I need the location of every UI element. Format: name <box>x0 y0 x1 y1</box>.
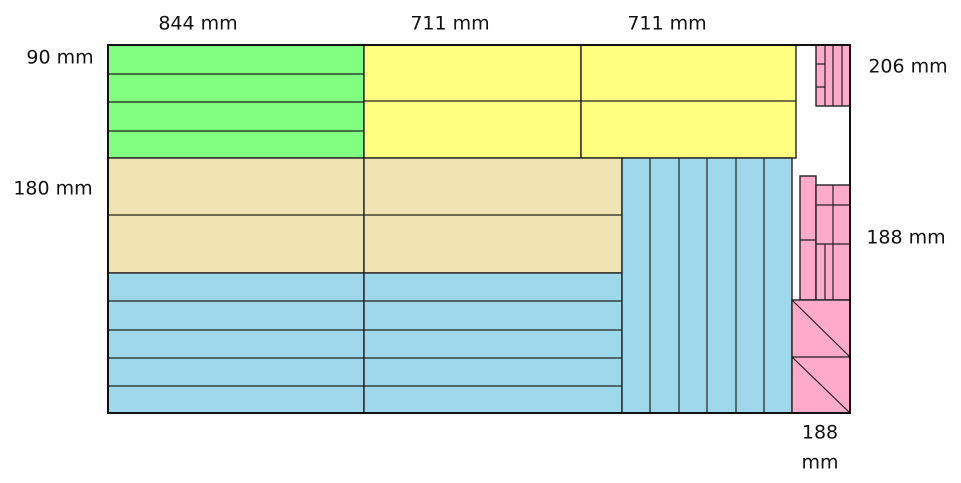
dimension-label: 711 mm <box>627 13 706 35</box>
dimension-label: 90 mm <box>26 47 93 69</box>
pink-strips <box>799 175 817 301</box>
blue-panel <box>363 272 623 414</box>
pink-cuts <box>816 45 843 106</box>
dimension-label: 844 mm <box>158 13 237 35</box>
dimension-label: 188 mm <box>866 227 945 249</box>
blue-cuts <box>108 300 622 387</box>
dimension-label: 180 mm <box>13 178 92 200</box>
dimension-label: 711 mm <box>410 13 489 35</box>
sheet-outline <box>107 44 851 414</box>
pink-cuts <box>791 299 851 414</box>
blue-panel <box>107 272 365 414</box>
dimension-label: 188 <box>802 422 838 444</box>
dimension-label: mm <box>801 452 838 474</box>
blue-cuts <box>649 158 765 413</box>
pink-cuts <box>800 185 850 300</box>
green-cuts <box>108 73 364 132</box>
dimension-label: 206 mm <box>868 56 947 78</box>
